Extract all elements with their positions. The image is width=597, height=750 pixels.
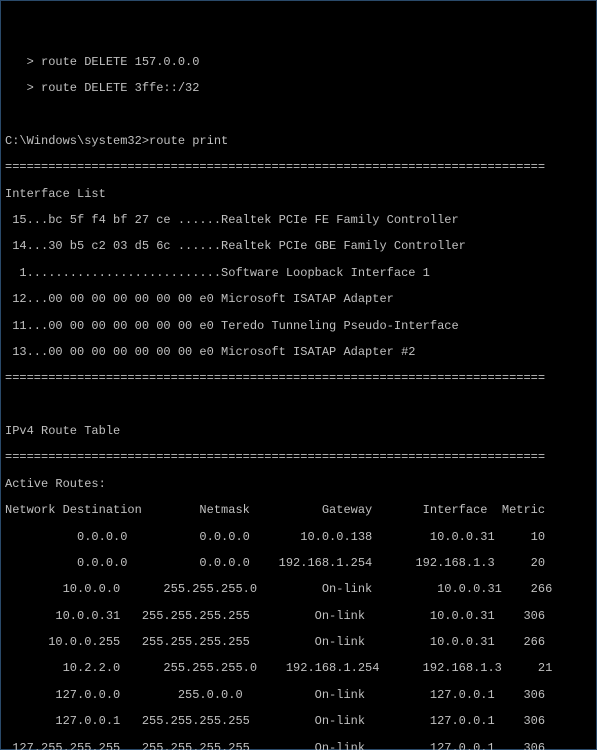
interface-row: 12...00 00 00 00 00 00 00 e0 Microsoft I… — [5, 293, 592, 306]
prompt-route-print: C:\Windows\system32>route print — [5, 135, 592, 148]
cmd-history-2: > route DELETE 3ffe::/32 — [5, 82, 592, 95]
interface-row: 14...30 b5 c2 03 d5 6c ......Realtek PCI… — [5, 240, 592, 253]
interface-row: 1...........................Software Loo… — [5, 267, 592, 280]
separator: ========================================… — [5, 161, 592, 174]
ipv4-route-row: 0.0.0.0 0.0.0.0 192.168.1.254 192.168.1.… — [5, 557, 592, 570]
ipv4-route-row: 127.255.255.255 255.255.255.255 On-link … — [5, 742, 592, 750]
ipv4-route-row: 10.0.0.255 255.255.255.255 On-link 10.0.… — [5, 636, 592, 649]
active-routes-header: Active Routes: — [5, 478, 592, 491]
interface-row: 13...00 00 00 00 00 00 00 e0 Microsoft I… — [5, 346, 592, 359]
ipv4-route-row: 10.0.0.0 255.255.255.0 On-link 10.0.0.31… — [5, 583, 592, 596]
separator: ========================================… — [5, 451, 592, 464]
ipv4-header: IPv4 Route Table — [5, 425, 592, 438]
blank — [5, 109, 592, 122]
blank — [5, 399, 592, 412]
cmd-history-1: > route DELETE 157.0.0.0 — [5, 56, 592, 69]
interface-list-header: Interface List — [5, 188, 592, 201]
interface-row: 11...00 00 00 00 00 00 00 e0 Teredo Tunn… — [5, 320, 592, 333]
separator: ========================================… — [5, 372, 592, 385]
ipv4-route-row: 127.0.0.0 255.0.0.0 On-link 127.0.0.1 30… — [5, 689, 592, 702]
ipv4-route-row: 10.2.2.0 255.255.255.0 192.168.1.254 192… — [5, 662, 592, 675]
ipv4-columns: Network Destination Netmask Gateway Inte… — [5, 504, 592, 517]
ipv4-route-row: 127.0.0.1 255.255.255.255 On-link 127.0.… — [5, 715, 592, 728]
interface-row: 15...bc 5f f4 bf 27 ce ......Realtek PCI… — [5, 214, 592, 227]
ipv4-route-row: 10.0.0.31 255.255.255.255 On-link 10.0.0… — [5, 610, 592, 623]
ipv4-route-row: 0.0.0.0 0.0.0.0 10.0.0.138 10.0.0.31 10 — [5, 531, 592, 544]
